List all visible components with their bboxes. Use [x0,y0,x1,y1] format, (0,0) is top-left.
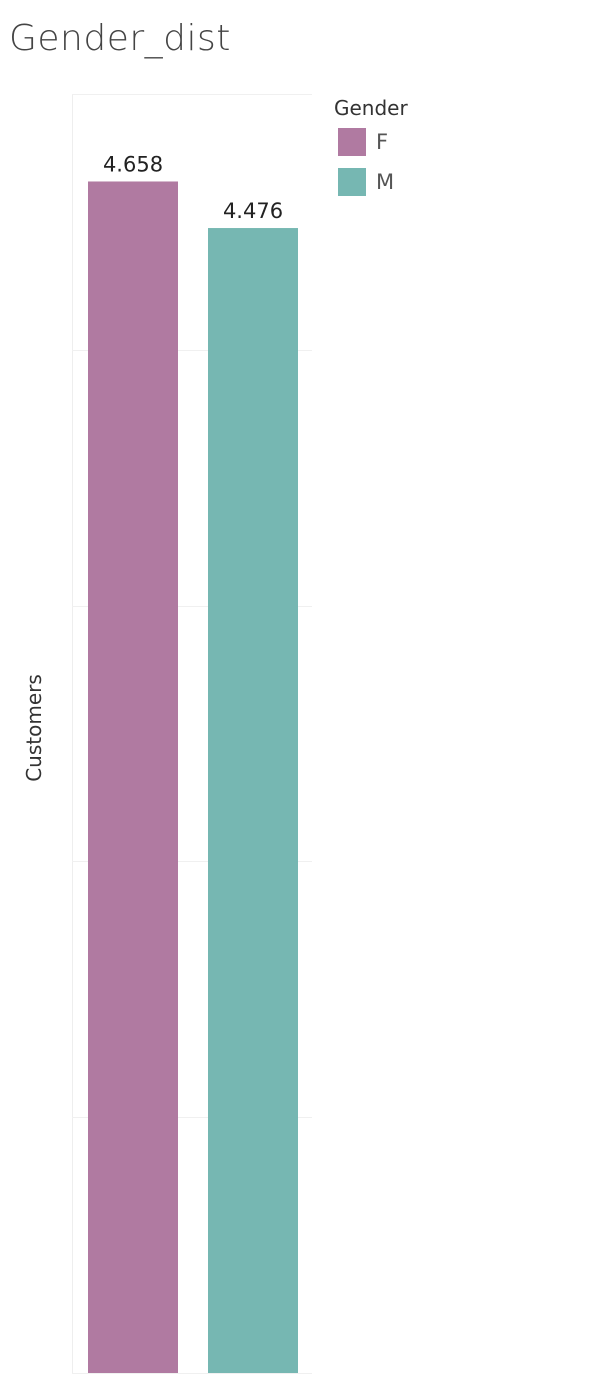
data-label-m: 4.476 [223,199,283,223]
legend-item-m[interactable]: M [334,168,408,196]
chart-title: Gender_dist [9,18,231,59]
data-label-f: 4.658 [103,152,163,176]
legend: Gender F M [334,96,408,208]
legend-swatch-f [338,128,366,156]
legend-label-m: M [376,170,395,194]
legend-swatch-m [338,168,366,196]
bar-f[interactable] [88,181,178,1373]
legend-title: Gender [334,96,408,120]
data-labels: 4.658 4.476 [103,152,283,223]
bar-m[interactable] [208,228,298,1374]
bars [88,181,298,1374]
legend-item-f[interactable]: F [334,128,408,156]
legend-label-f: F [376,130,389,154]
